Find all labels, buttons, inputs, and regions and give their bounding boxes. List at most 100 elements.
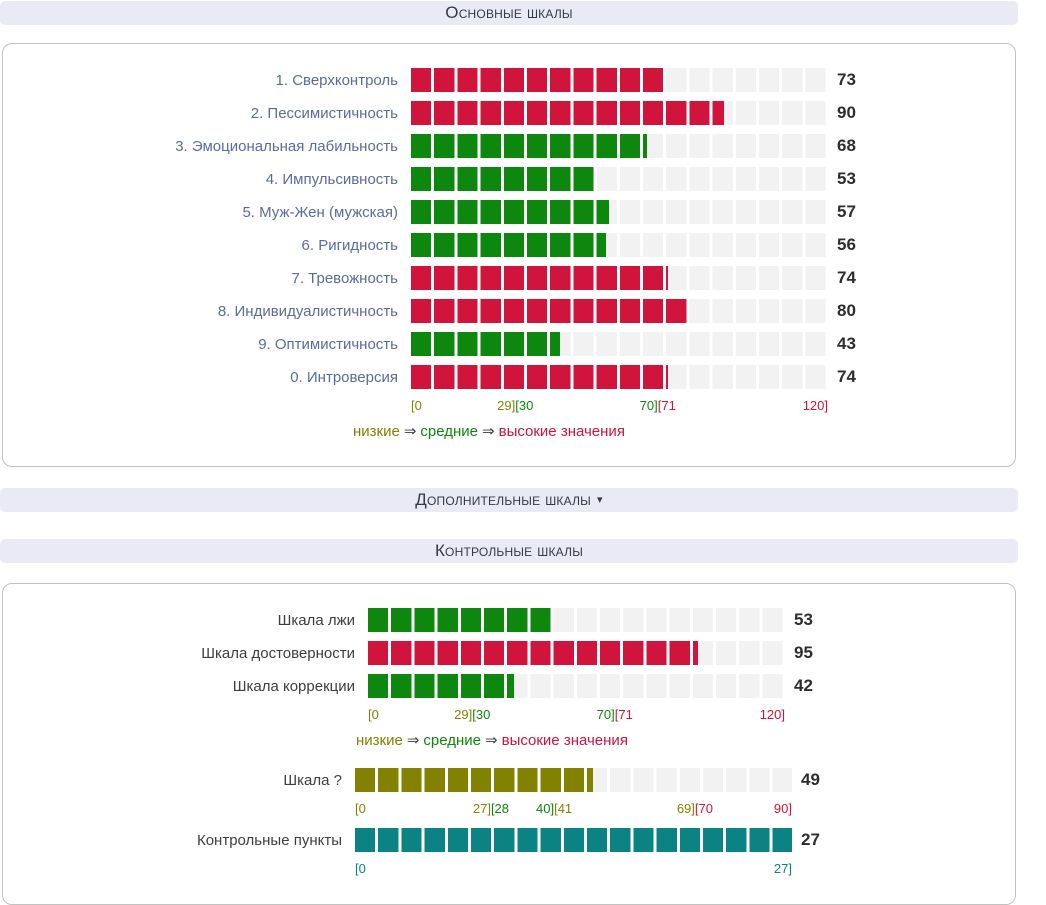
bar-segment-dividers [368, 641, 785, 665]
control-scales-panel: Шкала лжи 53 Шкала достоверности 95 Шкала ко… [2, 583, 1016, 905]
scale-value: 42 [794, 676, 813, 695]
axis-tick: 29][30 [454, 707, 490, 722]
main-scales-header-label: Основные шкалы [445, 3, 573, 22]
bar-segment-dividers [411, 101, 828, 125]
test-results-page: Основные шкалы 1. Сверхконтроль 73 2. Песс… [0, 1, 1018, 905]
additional-scales-header-label: Дополнительные шкалы [415, 490, 591, 509]
scale-row: 9. Оптимистичность 43 [3, 332, 1015, 356]
axis-tick: 27] [774, 861, 792, 876]
bar-segment-dividers [411, 200, 828, 224]
scale-value: 68 [837, 136, 856, 155]
bar-segment-dividers [411, 233, 828, 257]
bar-segment-dividers [368, 608, 785, 632]
axis-tick-value: 90] [773, 801, 792, 816]
axis-tick-value: [71 [657, 398, 676, 413]
bar-segment-dividers [411, 167, 828, 191]
axis-tick: 90] [774, 801, 792, 816]
scale-label[interactable]: 4. Импульсивность [265, 170, 398, 188]
scale-row: Шкала достоверности 95 [3, 641, 1015, 665]
axis-tick: 69][70 [677, 801, 713, 816]
legend-low-label: низкие [356, 732, 403, 749]
scale-axis: [0 29][30 70][71 120] [368, 707, 785, 722]
arrow-right-icon: ⇒ [485, 732, 498, 749]
axis-tick-value: [0 [355, 801, 366, 816]
scale-label: Шкала лжи [277, 611, 355, 629]
scale-label[interactable]: 1. Сверхконтроль [275, 71, 398, 89]
bar-segment-dividers [368, 674, 785, 698]
additional-scales-header[interactable]: Дополнительные шкалы ▾ [0, 488, 1018, 512]
scale-bar [411, 68, 828, 92]
scale-label[interactable]: 7. Тревожность [291, 269, 398, 287]
arrow-right-icon: ⇒ [406, 732, 420, 749]
levels-legend: низкие ⇒ средние ⇒ высокие значения [356, 731, 1015, 749]
scale-axis: [0 27] [355, 861, 792, 876]
control-points-chart: Контрольные пункты 27 [0 27] [3, 828, 1015, 876]
scale-value: 90 [837, 103, 856, 122]
scale-bar [368, 674, 785, 698]
scale-row: 0. Интроверсия 74 [3, 365, 1015, 389]
axis-tick-value: [0 [368, 707, 379, 722]
axis-tick: [0 [355, 861, 366, 876]
arrow-right-icon: ⇒ [403, 423, 417, 440]
scale-row: 1. Сверхконтроль 73 [3, 68, 1015, 92]
scale-label[interactable]: 6. Ригидность [301, 236, 398, 254]
scale-row: Контрольные пункты 27 [3, 828, 1015, 852]
scale-value: 49 [801, 770, 820, 789]
scale-value: 43 [837, 334, 856, 353]
axis-tick-value: 27] [773, 861, 792, 876]
axis-tick-value: [28 [490, 801, 510, 816]
scale-label: Шкала ? [283, 771, 342, 789]
axis-tick-value: [30 [515, 398, 534, 413]
axis-tick-value: 120] [802, 398, 828, 413]
axis-tick-value: 29] [497, 398, 516, 413]
main-scales-chart: 1. Сверхконтроль 73 2. Пессимистичность 90 3… [3, 68, 1015, 413]
axis-tick-value: [0 [411, 398, 422, 413]
control-scales-chart: Шкала лжи 53 Шкала достоверности 95 Шкала ко… [3, 608, 1015, 722]
scale-bar [355, 828, 792, 852]
scale-row: Шкала лжи 53 [3, 608, 1015, 632]
control-scales-header-label: Контрольные шкалы [434, 541, 584, 560]
scale-row: Шкала коррекции 42 [3, 674, 1015, 698]
arrow-right-icon: ⇒ [482, 423, 495, 440]
legend-low-label: низкие [353, 423, 400, 440]
scale-label[interactable]: 8. Индивидуалистичность [217, 302, 398, 320]
bar-segment-dividers [411, 68, 828, 92]
bar-segment-dividers [411, 332, 828, 356]
scale-label: Шкала коррекции [232, 677, 355, 695]
scale-value: 56 [837, 235, 856, 254]
scale-label[interactable]: 2. Пессимистичность [250, 104, 398, 122]
scale-bar [411, 134, 828, 158]
scale-label[interactable]: 0. Интроверсия [290, 368, 398, 386]
scale-label[interactable]: 9. Оптимистичность [258, 335, 398, 353]
axis-tick-value: 69] [676, 801, 695, 816]
scale-value: 95 [794, 643, 813, 662]
axis-tick: 120] [760, 707, 785, 722]
scale-value: 80 [837, 301, 856, 320]
scale-bar [411, 365, 828, 389]
axis-tick-value: 120] [759, 707, 785, 722]
scale-bar [411, 167, 828, 191]
scale-value: 73 [837, 70, 856, 89]
axis-tick-value: [71 [614, 707, 633, 722]
scale-value: 57 [837, 202, 856, 221]
scale-bar [355, 768, 792, 792]
scale-bar [411, 299, 828, 323]
axis-tick: 70][71 [597, 707, 633, 722]
scale-value: 27 [801, 830, 820, 849]
scale-bar [411, 332, 828, 356]
scale-bar [411, 233, 828, 257]
scale-label[interactable]: 3. Эмоциональная лабильность [175, 137, 398, 155]
scale-value: 53 [837, 169, 856, 188]
chevron-down-icon: ▾ [596, 493, 603, 506]
axis-tick: 29][30 [497, 398, 533, 413]
scale-value: 74 [837, 268, 856, 287]
scale-value: 74 [837, 367, 856, 386]
main-scales-panel: 1. Сверхконтроль 73 2. Пессимистичность 90 3… [2, 43, 1016, 467]
scale-row: 3. Эмоциональная лабильность 68 [3, 134, 1015, 158]
axis-tick-value: [41 [554, 801, 573, 816]
scale-axis: [0 27][28 40][41 69][70 90] [355, 801, 792, 816]
axis-tick-value: 27] [472, 801, 491, 816]
axis-tick: 27][28 [473, 801, 509, 816]
scale-label[interactable]: 5. Муж-Жен (мужская) [242, 203, 398, 221]
scale-row: 7. Тревожность 74 [3, 266, 1015, 290]
